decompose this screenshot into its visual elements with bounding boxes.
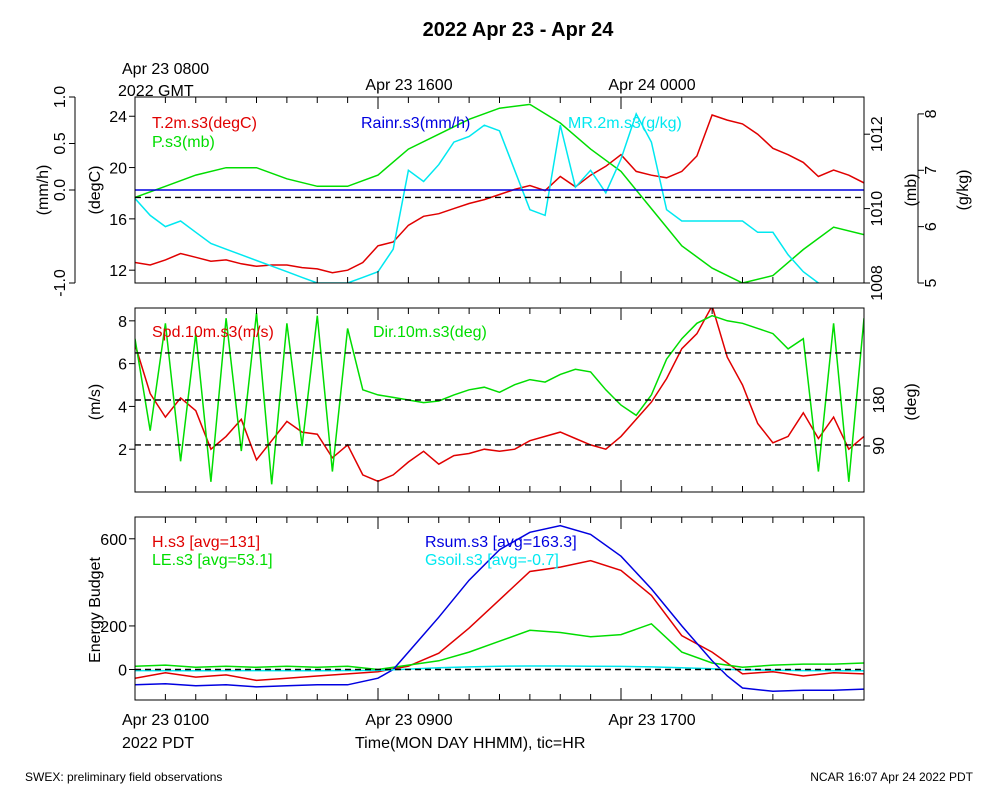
y-tick-label: 1.0 [52,86,69,108]
bottom-time-start-1: Apr 23 0100 [122,712,209,729]
legend-dir: Dir.10m.s3(deg) [373,324,487,341]
top-time-start-2: 2022 GMT [118,83,194,100]
panel-wind: 2 4 6 8 90 180 Spd.10m.s3(m/s) Dir.10m.s3(deg… [87,307,920,493]
y-tick-label: -1.0 [52,269,69,297]
y-tick-label: 0.5 [52,132,69,154]
legend-gsoil: Gsoil.s3 [avg=-0.7] [425,552,559,569]
series-line-cyan [135,665,864,672]
legend-rain: Rainr.s3(mm/h) [361,115,470,132]
y-tick-label: 200 [100,619,127,636]
y-tick-label: 12 [109,263,127,280]
y-tick-label: 180 [871,387,888,414]
series-line-red [135,308,864,483]
y-tick-label: 6 [118,357,127,374]
y-tick-label: 8 [923,109,940,118]
y-tick-label: 1012 [869,116,886,152]
y-tick-label: 6 [923,222,940,231]
legend-rsum: Rsum.s3 [avg=163.3] [425,534,577,551]
axis-label-dir: (deg) [903,383,920,420]
bottom-time-mid: Apr 23 0900 [365,712,452,729]
y-tick-label: 600 [100,532,127,549]
y-tick-label: 24 [109,109,127,126]
axis-label-rain: (mm/h) [35,165,52,216]
y-tick-label: 5 [923,278,940,287]
series-line-green [135,103,864,283]
y-tick-label: 1010 [869,191,886,227]
series-line-green [135,622,864,671]
axis-label-mr: (g/kg) [955,170,972,211]
top-time-start-1: Apr 23 0800 [122,61,209,78]
top-time-mid: Apr 23 1600 [365,77,452,94]
axis-label-energy: Energy Budget [87,557,104,663]
legend-spd: Spd.10m.s3(m/s) [152,324,274,341]
y-tick-label: 0 [118,663,127,680]
top-time-end: Apr 24 0000 [608,77,695,94]
y-tick-label: 20 [109,161,127,178]
y-tick-label: 1008 [869,265,886,301]
y-tick-label: 2 [118,442,127,459]
footer-right: NCAR 16:07 Apr 24 2022 PDT [810,770,973,784]
panel-meteorology: 12 16 20 24 -1.0 0.0 0.5 1.0 1008 1010 1012 5 6 7 8 T.… [35,86,972,301]
y-tick-label: 16 [109,212,127,229]
axis-label-spd: (m/s) [87,384,104,420]
series-line-blue [135,524,864,693]
axis-label-temp: (degC) [87,166,104,215]
bottom-time-start-2: 2022 PDT [122,735,194,752]
chart-title: 2022 Apr 23 - Apr 24 [423,19,615,41]
y-tick-label: 7 [923,166,940,175]
legend-temp: T.2m.s3(degC) [152,115,257,132]
bottom-time-end: Apr 23 1700 [608,712,695,729]
series-line-red [135,559,864,682]
y-tick-label: 0.0 [52,179,69,201]
footer-left: SWEX: preliminary field observations [25,770,222,784]
axis-label-press: (mb) [903,174,920,207]
y-tick-label: 8 [118,314,127,331]
y-tick-label: 4 [118,399,127,416]
legend-mr: MR.2m.s3(g/kg) [568,115,682,132]
legend-press: P.s3(mb) [152,134,215,151]
legend-le: LE.s3 [avg=53.1] [152,552,273,569]
series-line-red [135,114,864,274]
legend-h: H.s3 [avg=131] [152,534,260,551]
y-tick-label: 90 [871,437,888,455]
x-axis-title: Time(MON DAY HHMM), tic=HR [355,735,585,752]
series-line-cyan [135,112,821,283]
